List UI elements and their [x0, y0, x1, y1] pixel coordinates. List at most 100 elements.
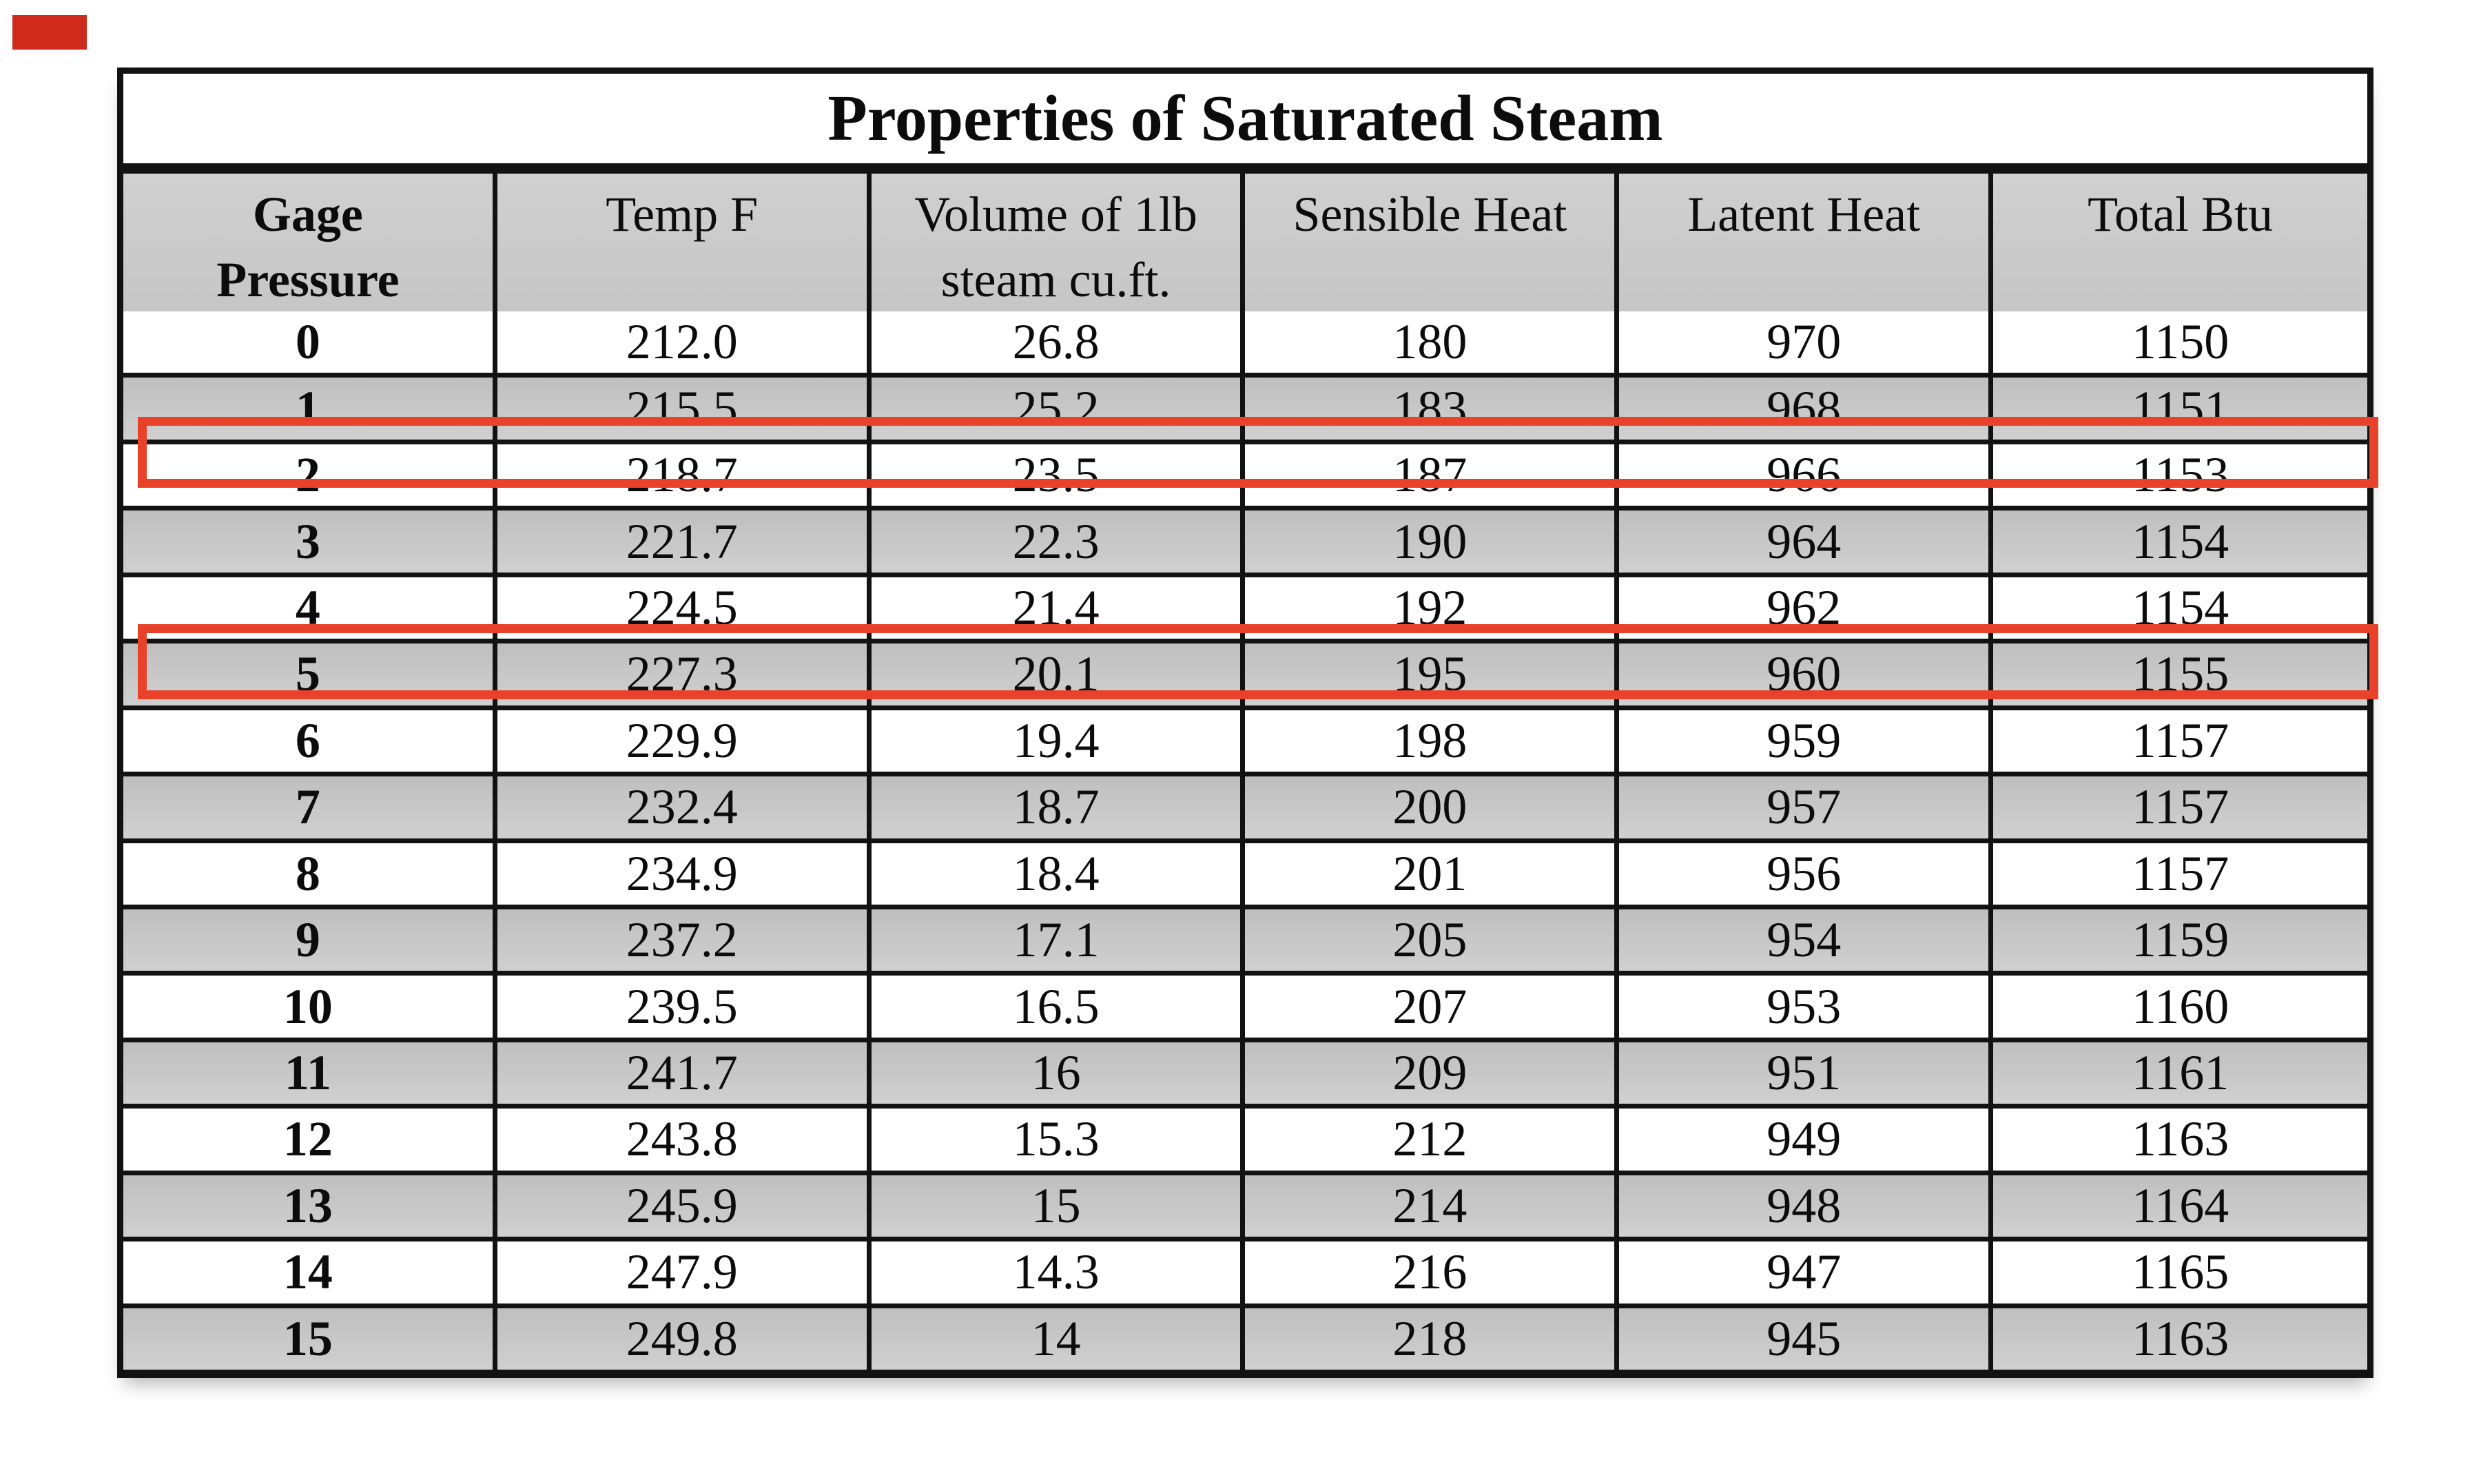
cell-gage: 5	[123, 643, 497, 705]
cell-volume: 15.3	[872, 1109, 1246, 1171]
cell-total: 1155	[2131, 646, 2229, 702]
table-body: 0 212.0 26.8 180 970 1150 1 215.5 25.2 183 968 1151…	[123, 311, 2367, 1370]
cell-gage: 4	[123, 577, 497, 639]
table-title: Properties of Saturated Steam	[123, 74, 2367, 174]
cell-temp: 243.8	[497, 1109, 872, 1171]
cell-sensible: 201	[1245, 843, 1620, 905]
cell-sensible: 209	[1245, 1042, 1620, 1104]
cell-latent: 945	[1619, 1308, 1994, 1370]
cell-volume: 18.4	[872, 843, 1246, 905]
header-gage-pressure: Gage Pressure	[123, 174, 497, 313]
cell-volume: 18.7	[872, 776, 1246, 838]
cell-total: 1163	[2131, 1111, 2229, 1167]
header-sensible-heat: Sensible Heat	[1245, 174, 1620, 313]
header-latent-heat: Latent Heat	[1619, 174, 1994, 313]
cell-volume: 14.3	[872, 1241, 1246, 1303]
cell-total: 1157	[2131, 845, 2229, 901]
cell-volume: 20.1	[872, 643, 1246, 705]
header-temp-f: Temp F	[497, 174, 872, 313]
header-text: Temp F	[606, 187, 759, 242]
header-text: Volume of 1lb	[914, 187, 1197, 242]
cell-temp: 249.8	[497, 1308, 872, 1370]
cell-volume: 16.5	[872, 976, 1246, 1038]
cell-total: 1157	[2131, 712, 2229, 768]
cell-temp: 227.3	[497, 643, 872, 705]
cell-gage: 0	[123, 311, 497, 373]
header-text: Gage	[252, 187, 363, 242]
table-row-gage-1: 1 215.5 25.2 183 968 1151	[123, 378, 2367, 444]
table-row-gage-2: 2 218.7 23.5 187 966 1153	[123, 444, 2367, 511]
cell-total: 1159	[2131, 912, 2229, 968]
cell-latent: 960	[1619, 643, 1994, 705]
cell-volume: 15	[872, 1175, 1246, 1237]
cell-gage: 12	[123, 1109, 497, 1171]
cell-sensible: 207	[1245, 976, 1620, 1038]
table-row-gage-11: 11 241.7 16 209 951 1161	[123, 1042, 2367, 1109]
cell-volume: 17.1	[872, 909, 1246, 971]
cell-temp: 247.9	[497, 1241, 872, 1303]
cell-latent: 956	[1619, 843, 1994, 905]
cell-temp: 215.5	[497, 378, 872, 440]
cell-temp: 234.9	[497, 843, 872, 905]
cell-volume: 26.8	[872, 311, 1246, 373]
cell-gage: 2	[123, 444, 497, 506]
cell-sensible: 195	[1245, 643, 1620, 705]
cell-sensible: 198	[1245, 710, 1620, 772]
cell-temp: 221.7	[497, 511, 872, 573]
cell-sensible: 200	[1245, 776, 1620, 838]
cell-sensible: 190	[1245, 511, 1620, 573]
cell-latent: 964	[1619, 511, 1994, 573]
cell-temp: 212.0	[497, 311, 872, 373]
cell-temp: 245.9	[497, 1175, 872, 1237]
table-row-gage-6: 6 229.9 19.4 198 959 1157	[123, 710, 2367, 777]
cell-volume: 21.4	[872, 577, 1246, 639]
cell-latent: 959	[1619, 710, 1994, 772]
cell-gage: 1	[123, 378, 497, 440]
cell-latent: 948	[1619, 1175, 1994, 1237]
cell-sensible: 180	[1245, 311, 1620, 373]
cell-sensible: 218	[1245, 1308, 1620, 1370]
header-volume: Volume of 1lb steam cu.ft.	[871, 174, 1246, 313]
cell-temp: 224.5	[497, 577, 872, 639]
cell-latent: 962	[1619, 577, 1994, 639]
table-row-gage-12: 12 243.8 15.3 212 949 1163	[123, 1109, 2367, 1175]
cell-sensible: 192	[1245, 577, 1620, 639]
header-text: Pressure	[216, 252, 400, 308]
table-row-gage-5: 5 227.3 20.1 195 960 1155	[123, 643, 2367, 710]
saturated-steam-table: Properties of Saturated Steam Gage Press…	[117, 68, 2373, 1378]
cell-temp: 237.2	[497, 909, 872, 971]
cell-total: 1150	[2131, 314, 2229, 370]
cell-latent: 949	[1619, 1109, 1994, 1171]
corner-red-marker	[12, 15, 87, 50]
cell-sensible: 205	[1245, 909, 1620, 971]
cell-volume: 25.2	[872, 378, 1246, 440]
table-row-gage-15: 15 249.8 14 218 945 1163	[123, 1308, 2367, 1370]
cell-total: 1154	[2131, 579, 2229, 635]
cell-gage: 14	[123, 1241, 497, 1303]
table-header-row: Gage Pressure Temp F Volume of 1lb steam…	[123, 174, 2367, 313]
header-text: Sensible Heat	[1292, 187, 1567, 242]
cell-latent: 947	[1619, 1241, 1994, 1303]
cell-volume: 23.5	[872, 444, 1246, 506]
cell-temp: 239.5	[497, 976, 872, 1038]
cell-latent: 966	[1619, 444, 1994, 506]
header-text: Latent Heat	[1687, 187, 1921, 242]
table-row-gage-13: 13 245.9 15 214 948 1164	[123, 1175, 2367, 1242]
cell-total: 1165	[2131, 1244, 2229, 1300]
table-row-gage-0: 0 212.0 26.8 180 970 1150	[123, 311, 2367, 378]
table-row-gage-14: 14 247.9 14.3 216 947 1165	[123, 1241, 2367, 1308]
table-row-gage-4: 4 224.5 21.4 192 962 1154	[123, 577, 2367, 644]
cell-latent: 957	[1619, 776, 1994, 838]
cell-gage: 13	[123, 1175, 497, 1237]
cell-temp: 241.7	[497, 1042, 872, 1104]
cell-sensible: 216	[1245, 1241, 1620, 1303]
cell-gage: 3	[123, 511, 497, 573]
header-total-btu: Total Btu	[1993, 174, 2367, 313]
cell-total: 1161	[2131, 1045, 2229, 1101]
cell-gage: 8	[123, 843, 497, 905]
cell-total: 1164	[2131, 1177, 2229, 1233]
cell-temp: 232.4	[497, 776, 872, 838]
cell-total: 1160	[2131, 978, 2229, 1034]
cell-sensible: 187	[1245, 444, 1620, 506]
